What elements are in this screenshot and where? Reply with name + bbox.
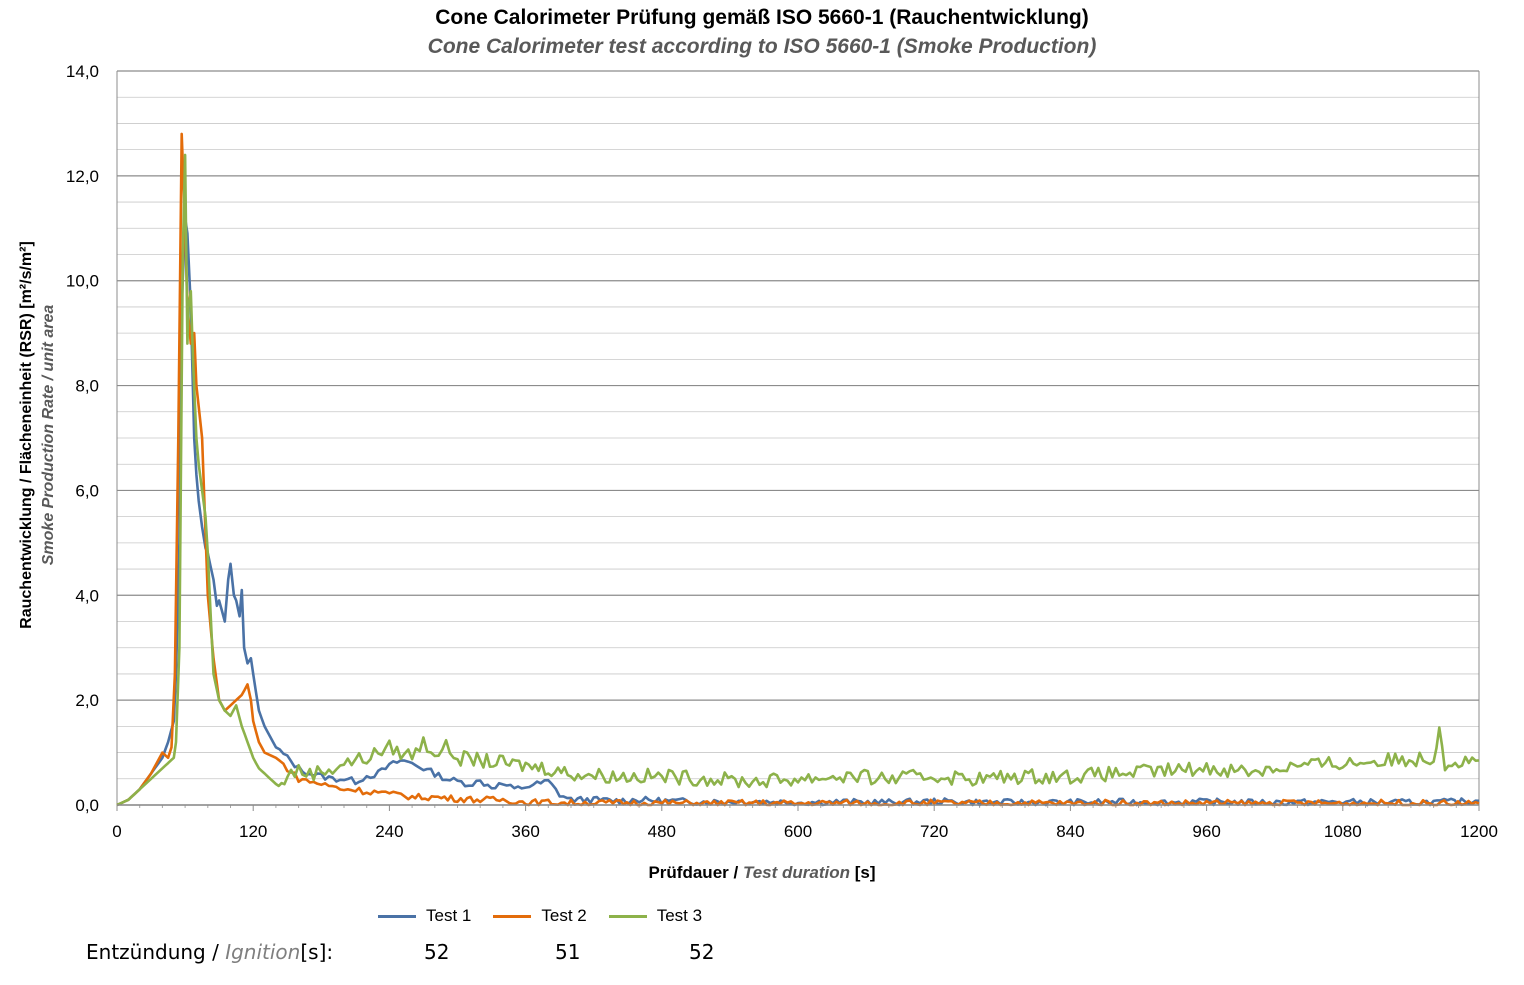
ignition-label-de: Entzündung / xyxy=(86,940,219,964)
legend-line-test1 xyxy=(378,914,416,918)
x-axis-ticks: 0 120 240 360 480 600 720 840 960 1080 1200 xyxy=(112,805,1498,841)
legend-line-test3 xyxy=(608,914,647,918)
ignition-value-test3: 52 xyxy=(689,940,715,964)
series-line-test2 xyxy=(116,132,1480,807)
series-layer xyxy=(116,132,1480,807)
y-axis-ticks: 0,0 2,0 4,0 6,0 8,0 10,0 12,0 14,0 xyxy=(66,62,99,815)
y-tick-label: 10,0 xyxy=(66,272,99,291)
legend-item-test1: Test 1 xyxy=(378,905,471,927)
y-tick-label: 14,0 xyxy=(66,62,99,81)
x-tick-label: 720 xyxy=(920,822,948,841)
y-axis-label-unit: (RSR) [m²/s/m²] xyxy=(18,241,35,358)
y-axis-label-en: Smoke Production Rate / unit area xyxy=(40,304,57,566)
y-axis-label-de: Rauchentwicklung / Flächeneinheit xyxy=(18,362,35,629)
chart-title: Cone Calorimeter Prüfung gemäß ISO 5660-… xyxy=(435,6,1089,29)
legend-item-test3: Test 3 xyxy=(608,905,703,927)
series-line-test3 xyxy=(116,153,1480,807)
y-tick-label: 2,0 xyxy=(75,691,99,710)
y-axis-label-wrap: Rauchentwicklung / Flächeneinheit (RSR) … xyxy=(8,195,68,675)
x-axis-label-unit: [s] xyxy=(854,863,876,882)
x-tick-label: 1200 xyxy=(1460,822,1498,841)
legend: Test 1 Test 2 Test 3 xyxy=(378,905,702,927)
legend-label-test1: Test 1 xyxy=(426,906,472,925)
legend-label-test3: Test 3 xyxy=(656,906,703,925)
x-tick-label: 360 xyxy=(511,822,539,841)
ignition-label: Entzündung / Ignition[s]: xyxy=(86,940,333,964)
y-tick-label: 4,0 xyxy=(75,586,99,605)
y-tick-label: 12,0 xyxy=(66,167,99,186)
grid-lines xyxy=(116,70,1480,806)
x-tick-label: 0 xyxy=(112,822,121,841)
x-tick-label: 1080 xyxy=(1324,822,1362,841)
y-tick-label: 0,0 xyxy=(75,796,99,815)
y-tick-label: 8,0 xyxy=(75,377,99,396)
ignition-label-en: Ignition xyxy=(225,940,301,964)
x-tick-label: 480 xyxy=(648,822,676,841)
x-tick-label: 240 xyxy=(375,822,403,841)
ignition-label-unit: [s]: xyxy=(300,940,334,964)
x-axis-label-en: Test duration xyxy=(742,863,850,882)
x-tick-label: 960 xyxy=(1192,822,1220,841)
x-axis-label-de: Prüfdauer / xyxy=(648,863,739,882)
legend-line-test2 xyxy=(493,914,532,918)
x-tick-label: 600 xyxy=(784,822,812,841)
chart-subtitle: Cone Calorimeter test according to ISO 5… xyxy=(427,35,1097,58)
y-axis-label: Rauchentwicklung / Flächeneinheit (RSR) … xyxy=(16,195,60,675)
legend-item-test2: Test 2 xyxy=(493,905,587,927)
x-axis-label: Prüfdauer / Test duration [s] xyxy=(0,863,1524,883)
series-line-test1 xyxy=(116,216,1480,807)
x-tick-label: 120 xyxy=(239,822,267,841)
ignition-value-test1: 52 xyxy=(424,940,450,964)
y-tick-label: 6,0 xyxy=(75,481,99,500)
ignition-value-test2: 51 xyxy=(555,940,581,964)
legend-label-test2: Test 2 xyxy=(541,906,587,925)
x-tick-label: 840 xyxy=(1056,822,1084,841)
